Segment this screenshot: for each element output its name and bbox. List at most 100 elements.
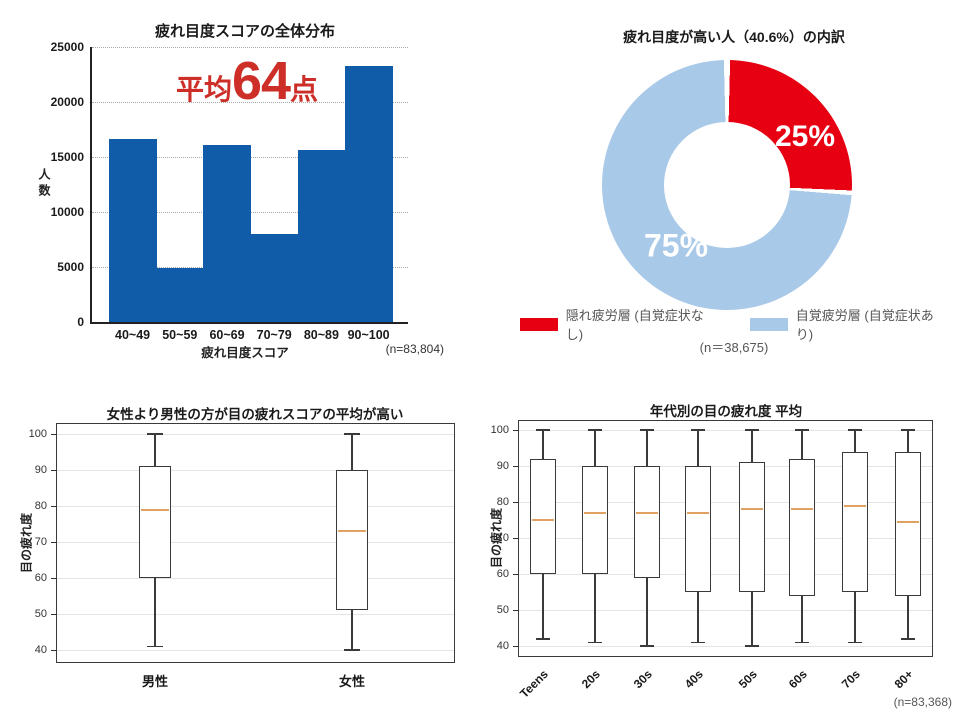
- y-tick-label: 0: [77, 315, 84, 329]
- whisker-upper: [542, 430, 544, 459]
- gridline: [519, 466, 932, 467]
- y-tick-label: 80: [496, 496, 509, 508]
- histogram-bar: [109, 139, 157, 322]
- median-line: [740, 508, 764, 511]
- age-boxplot-panel: 年代別の目の疲れ度 平均 目の疲れ度 40 50 60 70 80 90 100 Teens 2…: [490, 395, 954, 720]
- x-tick-label: 50s: [735, 667, 760, 692]
- x-tick-label: 男性: [141, 674, 168, 689]
- whisker-cap-lower: [901, 638, 915, 640]
- x-axis-line: [90, 322, 408, 324]
- y-tick-label: 15000: [50, 150, 84, 164]
- y-tick-label: 90: [34, 464, 47, 476]
- whisker-cap-lower: [344, 649, 360, 651]
- whisker-cap-lower: [848, 641, 862, 644]
- y-tick-label: 80: [34, 500, 47, 512]
- whisker-cap-upper: [691, 429, 705, 431]
- x-tick-label: 60~69: [209, 328, 245, 342]
- legend-swatch: [520, 317, 558, 331]
- whisker-lower: [594, 574, 596, 643]
- x-tick-label: 40s: [681, 667, 706, 692]
- histogram-bar: [297, 150, 346, 322]
- legend-label: 隠れ疲労層 (自覚症状なし): [565, 308, 704, 342]
- y-tick-label: 20000: [50, 95, 84, 109]
- whisker-cap-upper: [901, 429, 915, 431]
- gridline: [519, 502, 932, 503]
- gridline: [519, 430, 932, 431]
- whisker-upper: [594, 430, 596, 466]
- y-tick-label: 70: [34, 536, 47, 548]
- gridline: [57, 614, 454, 615]
- median-line: [140, 508, 170, 511]
- donut-title: 疲れ目度が高い人（40.6%）の内訳: [623, 29, 845, 45]
- gridline: [57, 506, 454, 507]
- whisker-cap-upper: [795, 429, 809, 431]
- median-line: [337, 530, 367, 533]
- whisker-lower: [751, 592, 753, 646]
- y-tick-mark: [51, 649, 56, 651]
- y-tick-mark: [513, 501, 518, 503]
- whisker-cap-lower: [536, 638, 550, 640]
- plot-frame: [518, 420, 933, 657]
- legend-label: 自覚疲労層 (自覚症状あり): [795, 308, 934, 342]
- histogram-y-axis-label: 人数: [37, 168, 51, 200]
- histogram-title: 疲れ目度スコアの全体分布: [154, 23, 336, 40]
- y-tick-mark: [513, 465, 518, 467]
- y-tick-label: 100: [490, 424, 509, 436]
- histogram-bar: [345, 65, 393, 322]
- y-tick-mark: [513, 537, 518, 539]
- box: [139, 466, 171, 578]
- x-tick-label: 50~59: [162, 328, 198, 342]
- gridline: [57, 434, 454, 435]
- whisker-cap-upper: [147, 433, 163, 435]
- donut-sample-size-note: (n＝38,675): [699, 340, 769, 355]
- y-tick-label: 40: [496, 640, 509, 652]
- whisker-lower: [542, 574, 544, 639]
- average-score-annotation: 平均64点: [176, 54, 318, 108]
- histogram-bar: [203, 144, 252, 322]
- y-tick-mark: [51, 469, 56, 471]
- x-tick-label: 70s: [838, 667, 863, 692]
- whisker-cap-upper: [848, 429, 862, 431]
- y-tick-label: 100: [28, 428, 47, 440]
- gridline: [57, 542, 454, 543]
- donut-chart: [602, 60, 852, 310]
- whisker-upper: [351, 434, 353, 470]
- whisker-upper: [697, 430, 699, 466]
- y-tick-mark: [51, 613, 56, 615]
- whisker-cap-upper: [536, 429, 550, 431]
- aware-fatigue-slice-label: 75%: [643, 227, 709, 264]
- whisker-upper: [907, 430, 909, 452]
- x-tick-label: 80~89: [303, 328, 339, 342]
- median-line: [896, 520, 920, 523]
- whisker-lower: [697, 592, 699, 643]
- age-boxplot-title: 年代別の目の疲れ度 平均: [649, 404, 803, 419]
- y-tick-mark: [51, 505, 56, 507]
- gridline: [57, 650, 454, 651]
- y-tick-mark: [513, 573, 518, 575]
- box: [685, 466, 711, 592]
- whisker-cap-upper: [640, 429, 654, 431]
- y-tick-label: 60: [34, 572, 47, 584]
- whisker-lower: [801, 595, 803, 643]
- box: [739, 462, 765, 592]
- y-tick-mark: [51, 577, 56, 579]
- y-tick-mark: [51, 433, 56, 435]
- gender-boxplot-title: 女性より男性の方が目の疲れスコアの平均が高い: [106, 407, 404, 422]
- box: [895, 451, 921, 596]
- gridline: [57, 470, 454, 471]
- y-tick-mark: [513, 645, 518, 647]
- legend-item: 隠れ疲労層 (自覚症状なし): [520, 305, 720, 343]
- legend-item: 自覚疲労層 (自覚症状あり): [750, 305, 950, 343]
- x-tick-label: 20s: [578, 667, 603, 692]
- x-tick-label: Teens: [517, 667, 551, 701]
- gridline: [92, 102, 408, 103]
- y-tick-label: 50: [496, 604, 509, 616]
- histogram-x-axis-label: 疲れ目度スコア: [201, 346, 289, 360]
- x-tick-label: 80+: [891, 667, 916, 692]
- whisker-upper: [646, 430, 648, 466]
- annotation-suffix: 点: [290, 74, 319, 105]
- box: [336, 470, 368, 611]
- hidden-fatigue-slice-label: 25%: [774, 120, 836, 153]
- y-tick-label: 10000: [50, 205, 84, 219]
